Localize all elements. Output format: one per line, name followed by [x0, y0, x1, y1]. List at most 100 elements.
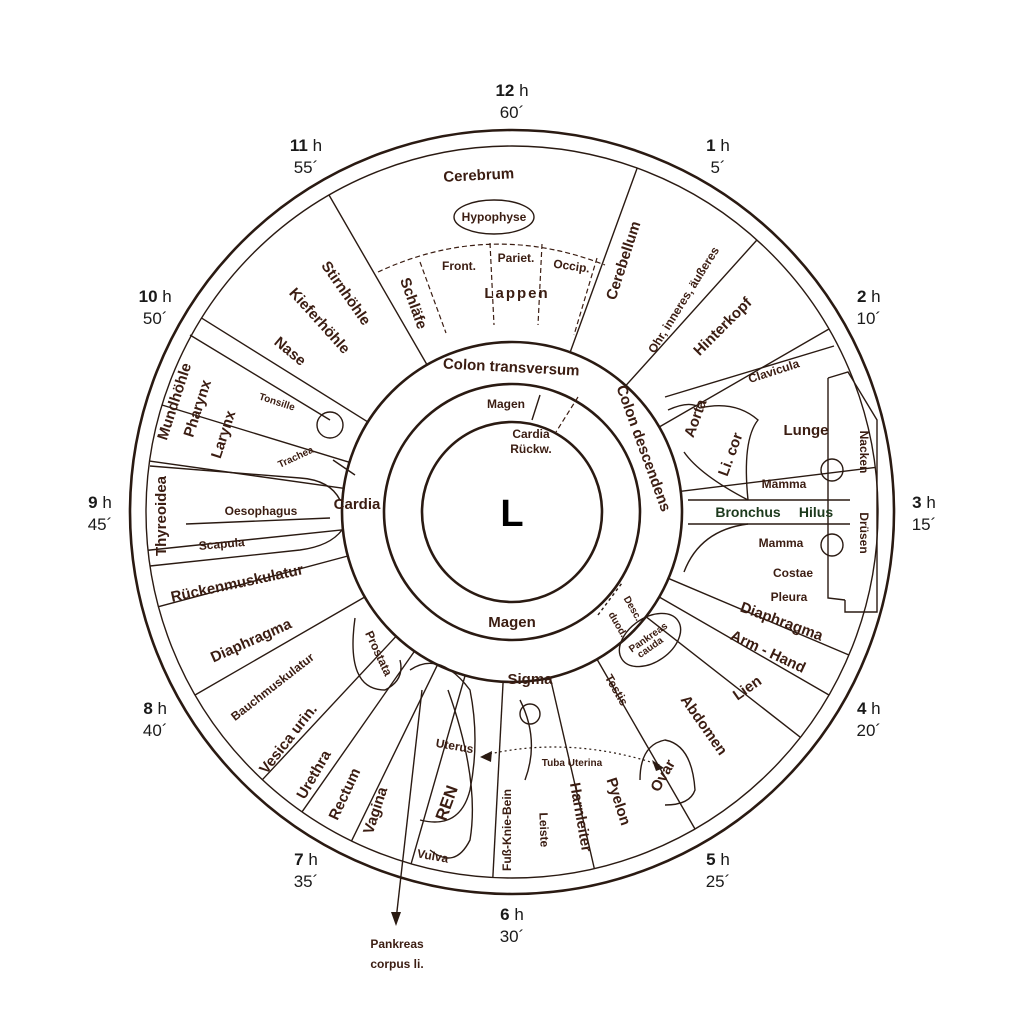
brain-detail [377, 199, 606, 336]
clock-minute-12: 60´ [500, 103, 525, 122]
aorta-curve [667, 403, 759, 501]
hilus-label: Hilus [799, 504, 833, 520]
labels: L Colon transversum Colon descendens Car… [153, 165, 871, 971]
li-cor-curve [683, 451, 749, 501]
clock-minute-6: 30´ [500, 927, 525, 946]
sector-divider-13 [301, 650, 416, 813]
sector-divider-15 [194, 596, 366, 696]
nacken-box [827, 371, 878, 613]
sector-divider-1 [569, 167, 638, 353]
sector-divider-6 [658, 596, 830, 696]
cardia-mid-label: Cardia [334, 496, 381, 513]
clavicula-line [664, 345, 835, 398]
lappen-label: Lappen [484, 285, 549, 302]
clock-minute-1: 5´ [710, 158, 725, 177]
sector-divider-16 [158, 555, 348, 608]
sector-divider-14 [261, 635, 397, 781]
bronchus-label: Bronchus [715, 504, 781, 520]
lien-label: Lien [730, 673, 765, 705]
cardia-inner-label: Cardia [512, 427, 550, 441]
lunge-label: Lunge [784, 422, 829, 439]
tonsille-line [189, 334, 331, 421]
tonsille-circle [316, 411, 344, 439]
pankreas-cauda-ellipse [618, 612, 682, 668]
sector-divider-17 [147, 529, 344, 551]
prostata-label: Prostata [362, 629, 395, 679]
hypophyse-label: Hypophyse [462, 210, 527, 224]
vagina-label: Vagina [360, 784, 391, 836]
vulva-label: Vulva [416, 846, 450, 865]
cardia-arc-top [149, 465, 341, 501]
sector-divider-9 [549, 677, 596, 869]
oesophagus-line [185, 517, 331, 525]
sector-divider-19 [161, 404, 350, 463]
sector-divider-18 [149, 460, 344, 490]
mamma-top-label: Mamma [762, 477, 807, 491]
clock-minute-11: 55´ [294, 158, 319, 177]
clock-minute-9: 45´ [88, 515, 113, 534]
ren-label: REN [432, 783, 462, 823]
clock-hour-7: 7 h [294, 850, 318, 869]
tuba-path [484, 746, 661, 766]
middle-ring-outer [340, 340, 684, 684]
mamma-curve [683, 523, 749, 573]
sector-divider-2 [625, 239, 758, 387]
throat-detail [149, 334, 356, 567]
clock-minute-3: 15´ [912, 515, 937, 534]
tuba-label: Tuba Uterina [542, 758, 603, 769]
sector-divider-20 [201, 317, 369, 423]
sigma-label: Sigma [507, 671, 553, 688]
clock-hour-10: 10 h [139, 287, 172, 306]
sigma-circle [519, 703, 541, 725]
occip-line [573, 257, 598, 336]
clock-hour-3: 3 h [912, 493, 936, 512]
clock-hour-1: 1 h [706, 136, 730, 155]
larynx-label: Larynx [208, 408, 240, 461]
pupil-circle [420, 420, 604, 604]
nacken-label: Nacken [857, 431, 871, 474]
oesophagus-label: Oesophagus [225, 504, 298, 518]
desc-label: Desc. [621, 594, 644, 623]
outer-zone-border [145, 145, 879, 879]
thyreoidea-label: Thyreoidea [153, 475, 170, 556]
lappen-arc [377, 243, 606, 273]
trachea-label: Trachea [276, 445, 315, 471]
clock-hour-9: 9 h [88, 493, 112, 512]
lunge-inner-box [827, 378, 846, 601]
clock-hour-12: 12 h [495, 81, 528, 100]
pyelon-label: Pyelon [603, 776, 634, 828]
clock-hour-2: 2 h [857, 287, 881, 306]
cerebrum-label: Cerebrum [443, 165, 515, 186]
thorax-detail [597, 345, 878, 668]
tuba-arrow-left [480, 751, 492, 762]
leiste-label: Leiste [536, 812, 551, 847]
mamma-bottom-label: Mamma [759, 536, 804, 550]
occip-label: Occip. [552, 257, 590, 276]
sector-divider-10 [492, 681, 504, 878]
sector-divider-3 [658, 328, 830, 428]
clock-hour-4: 4 h [857, 699, 881, 718]
sector-divider-0 [328, 194, 428, 366]
hypophyse-ellipse [453, 199, 535, 235]
harnleiter-label: Harnleiter [566, 781, 595, 853]
pariet-label: Pariet. [498, 251, 535, 265]
clock-minute-10: 50´ [143, 309, 168, 328]
clock-hour-5: 5 h [706, 850, 730, 869]
pleura-label: Pleura [771, 590, 808, 604]
middle-ring-inner [382, 382, 642, 642]
clock-minute-8: 40´ [143, 721, 168, 740]
pankreas-arrow [391, 912, 401, 926]
ovar-shape [639, 739, 696, 806]
fuss-loop [519, 699, 533, 781]
pariet-line-1 [489, 242, 495, 326]
rectum-label: Rectum [326, 766, 365, 823]
clock-hour-11: 11 h [290, 136, 322, 155]
center-label: L [500, 493, 523, 535]
colon-transversum-label: Colon transversum [443, 355, 580, 379]
scapula-label: Scapula [198, 535, 245, 553]
sector-dividers [147, 167, 876, 878]
clock-labels: 12 h 60´ 1 h 5´ 2 h 10´ 3 h 15´ 4 h 20´ 5 h 25´ 6 h 3… [88, 81, 937, 946]
duod-label: duod. [606, 610, 629, 639]
clock-minute-4: 20´ [857, 721, 882, 740]
